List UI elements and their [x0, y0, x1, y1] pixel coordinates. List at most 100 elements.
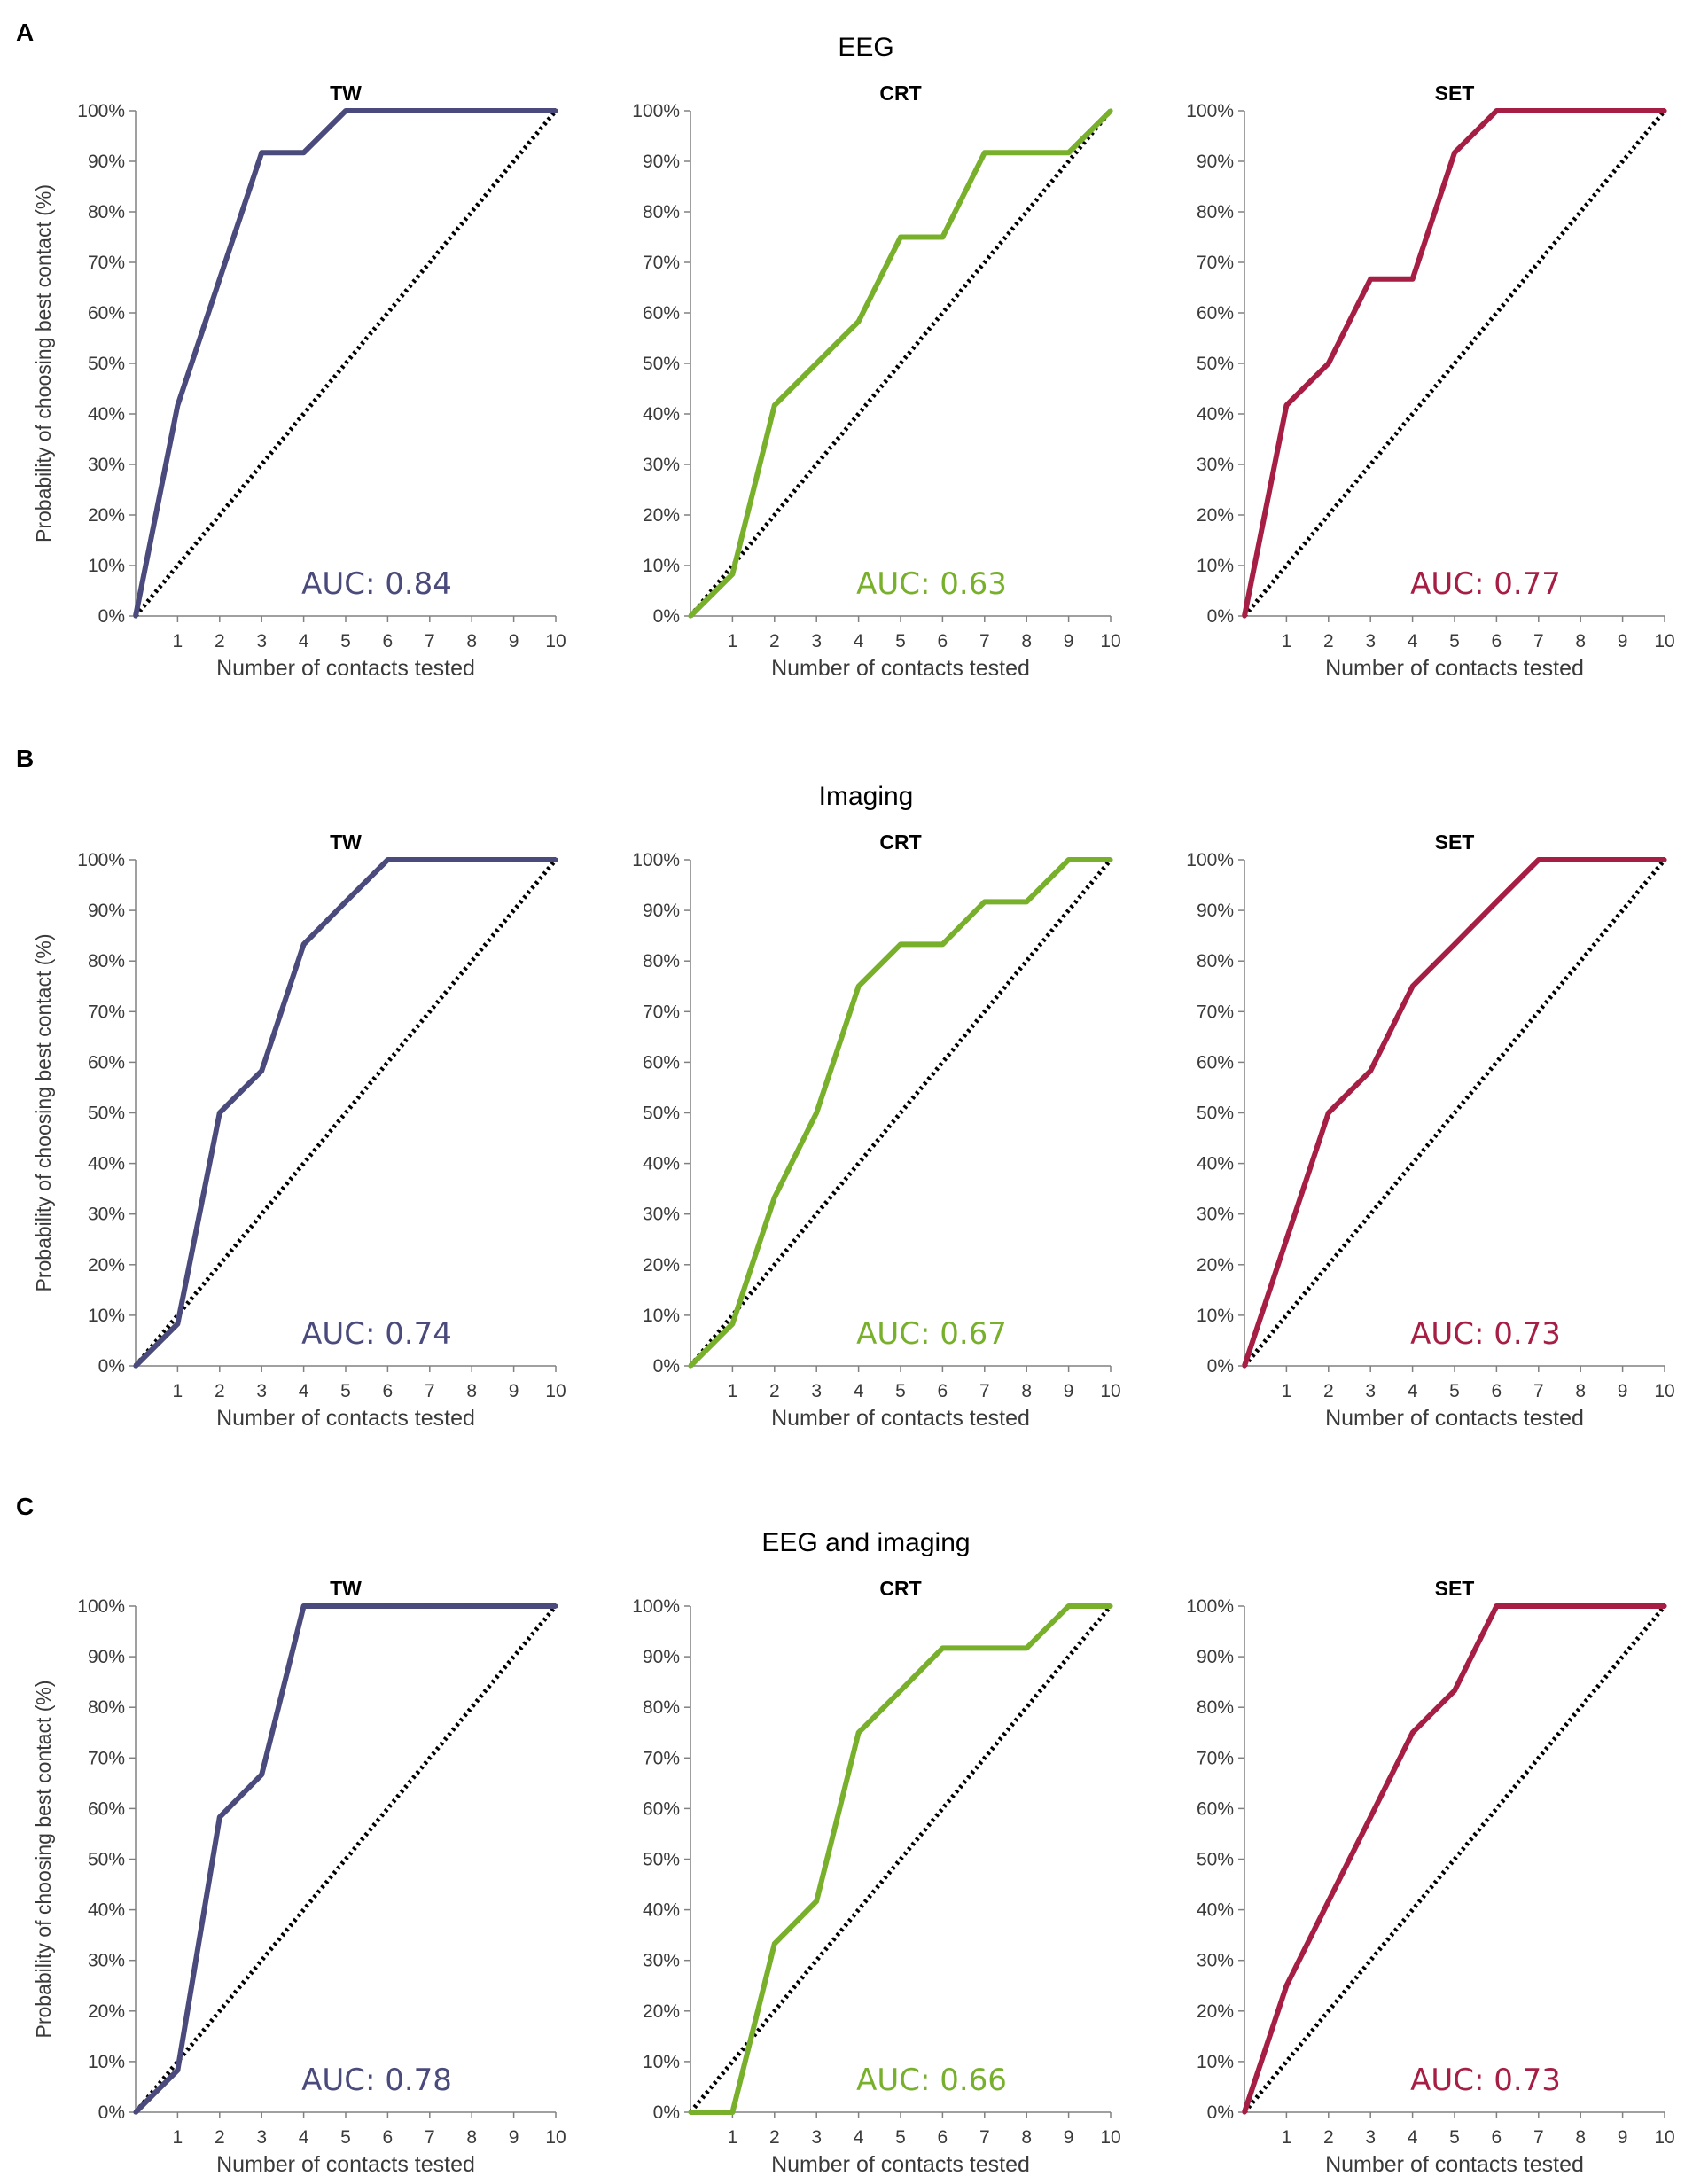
chart-a-crt: CRT 0% 10% 20% 30% 40% 50% 60% 70% 80% 90% 100% 1 2 3 4… [632, 82, 1120, 681]
data-point [511, 1603, 517, 1609]
x-tick-label: 9 [1064, 1381, 1074, 1401]
x-tick-label: 2 [769, 2127, 780, 2148]
x-tick-label: 6 [938, 631, 948, 651]
data-point [385, 1603, 390, 1609]
chance-diagonal [134, 109, 558, 618]
x-tick-label: 10 [1100, 2127, 1120, 2148]
x-tick-label: 2 [215, 1381, 225, 1401]
x-tick-label: 6 [938, 2127, 948, 2148]
y-tick-label: 30% [643, 455, 680, 475]
x-tick-label: 6 [383, 1381, 394, 1401]
x-tick-label: 5 [340, 1381, 351, 1401]
data-point [772, 1941, 777, 1946]
y-tick-label: 70% [88, 253, 125, 273]
data-point [1242, 1363, 1247, 1369]
x-tick-label: 9 [509, 1381, 519, 1401]
data-point [1410, 277, 1416, 282]
x-tick-label: 5 [1449, 631, 1460, 651]
y-tick-label: 30% [88, 455, 125, 475]
x-tick-label: 8 [1575, 631, 1586, 651]
data-point [1578, 1603, 1583, 1609]
x-tick-label: 2 [1323, 631, 1334, 651]
x-tick-label: 3 [256, 631, 267, 651]
chart-b-crt: CRT 0% 10% 20% 30% 40% 50% 60% 70% 80% 90% 100% 1 2 3 4… [632, 831, 1120, 1431]
x-tick-label: 5 [340, 631, 351, 651]
panel-label: C [16, 1493, 34, 1520]
y-tick-label: 0% [1207, 2102, 1234, 2123]
x-tick-label: 9 [509, 2127, 519, 2148]
x-axis-label: Number of contacts tested [1325, 1406, 1584, 1431]
data-point [553, 108, 558, 113]
x-tick-label: 1 [1282, 631, 1292, 651]
data-point [217, 1814, 222, 1820]
y-tick-label: 30% [1197, 455, 1234, 475]
x-tick-label: 1 [173, 2127, 183, 2148]
x-tick-label: 5 [1449, 1381, 1460, 1401]
y-tick-label: 90% [1197, 152, 1234, 172]
chart-b-set: SET 0% 10% 20% 30% 40% 50% 60% 70% 80% 90% 100% 1 2 3 4… [1186, 831, 1674, 1431]
x-tick-label: 6 [1492, 1381, 1502, 1401]
y-tick-label: 80% [88, 202, 125, 222]
data-point [856, 319, 862, 324]
x-tick-label: 6 [383, 2127, 394, 2148]
row-c-header: C EEG and imaging [16, 1493, 971, 1557]
data-point [1578, 857, 1583, 862]
y-axis-label: Probability of choosing best contact (%) [32, 184, 55, 542]
x-tick-label: 1 [173, 631, 183, 651]
y-tick-label: 70% [1197, 1748, 1234, 1768]
data-point [982, 1645, 987, 1650]
data-point [133, 2110, 138, 2115]
data-point [898, 1688, 903, 1693]
chart-title: CRT [879, 82, 921, 105]
chart-a-tw: TW 0% 10% 20% 30% 40% 50% 60% 70% 80% 90% 100% 1 2 3 4 5… [32, 82, 566, 681]
data-point [1494, 899, 1499, 904]
x-tick-label: 6 [1492, 631, 1502, 651]
x-tick-label: 5 [895, 1381, 906, 1401]
y-tick-label: 70% [88, 1002, 125, 1022]
x-tick-label: 8 [466, 1381, 477, 1401]
data-point [1108, 108, 1113, 113]
data-point [1283, 1236, 1289, 1242]
data-point [511, 108, 517, 113]
data-point [1368, 1068, 1373, 1073]
x-tick-label: 1 [728, 1381, 738, 1401]
x-tick-label: 2 [769, 1381, 780, 1401]
x-tick-label: 5 [895, 631, 906, 651]
x-tick-label: 5 [1449, 2127, 1460, 2148]
y-tick-label: 60% [88, 303, 125, 324]
y-tick-label: 10% [88, 556, 125, 576]
y-tick-label: 10% [1197, 556, 1234, 576]
chart-title: CRT [879, 1577, 921, 1600]
data-point [217, 277, 222, 282]
data-point [898, 234, 903, 240]
data-point [772, 402, 777, 408]
y-tick-label: 60% [88, 1798, 125, 1819]
data-point [688, 613, 693, 619]
data-point [343, 108, 348, 113]
auc-label: AUC: 0.78 [301, 2063, 452, 2098]
data-point [688, 1363, 693, 1369]
data-point [1410, 1730, 1416, 1736]
data-point [814, 361, 819, 366]
x-tick-label: 10 [1100, 631, 1120, 651]
x-tick-label: 2 [215, 631, 225, 651]
y-tick-label: 80% [1197, 202, 1234, 222]
x-tick-label: 4 [299, 1381, 309, 1401]
y-tick-label: 70% [1197, 1002, 1234, 1022]
data-point [940, 1645, 945, 1650]
x-tick-label: 10 [1654, 631, 1674, 651]
y-tick-label: 0% [1207, 1356, 1234, 1377]
y-tick-label: 70% [643, 1002, 680, 1022]
x-tick-label: 7 [1533, 1381, 1544, 1401]
y-tick-label: 70% [88, 1748, 125, 1768]
data-point [1066, 857, 1072, 862]
data-point [343, 899, 348, 904]
y-tick-label: 90% [1197, 1647, 1234, 1667]
y-tick-label: 100% [1186, 850, 1234, 870]
y-tick-label: 50% [1197, 1850, 1234, 1870]
x-tick-label: 8 [466, 2127, 477, 2148]
row-a-header: A EEG [16, 19, 894, 62]
data-point [385, 108, 390, 113]
chart-title: TW [330, 82, 362, 105]
data-point [940, 941, 945, 947]
